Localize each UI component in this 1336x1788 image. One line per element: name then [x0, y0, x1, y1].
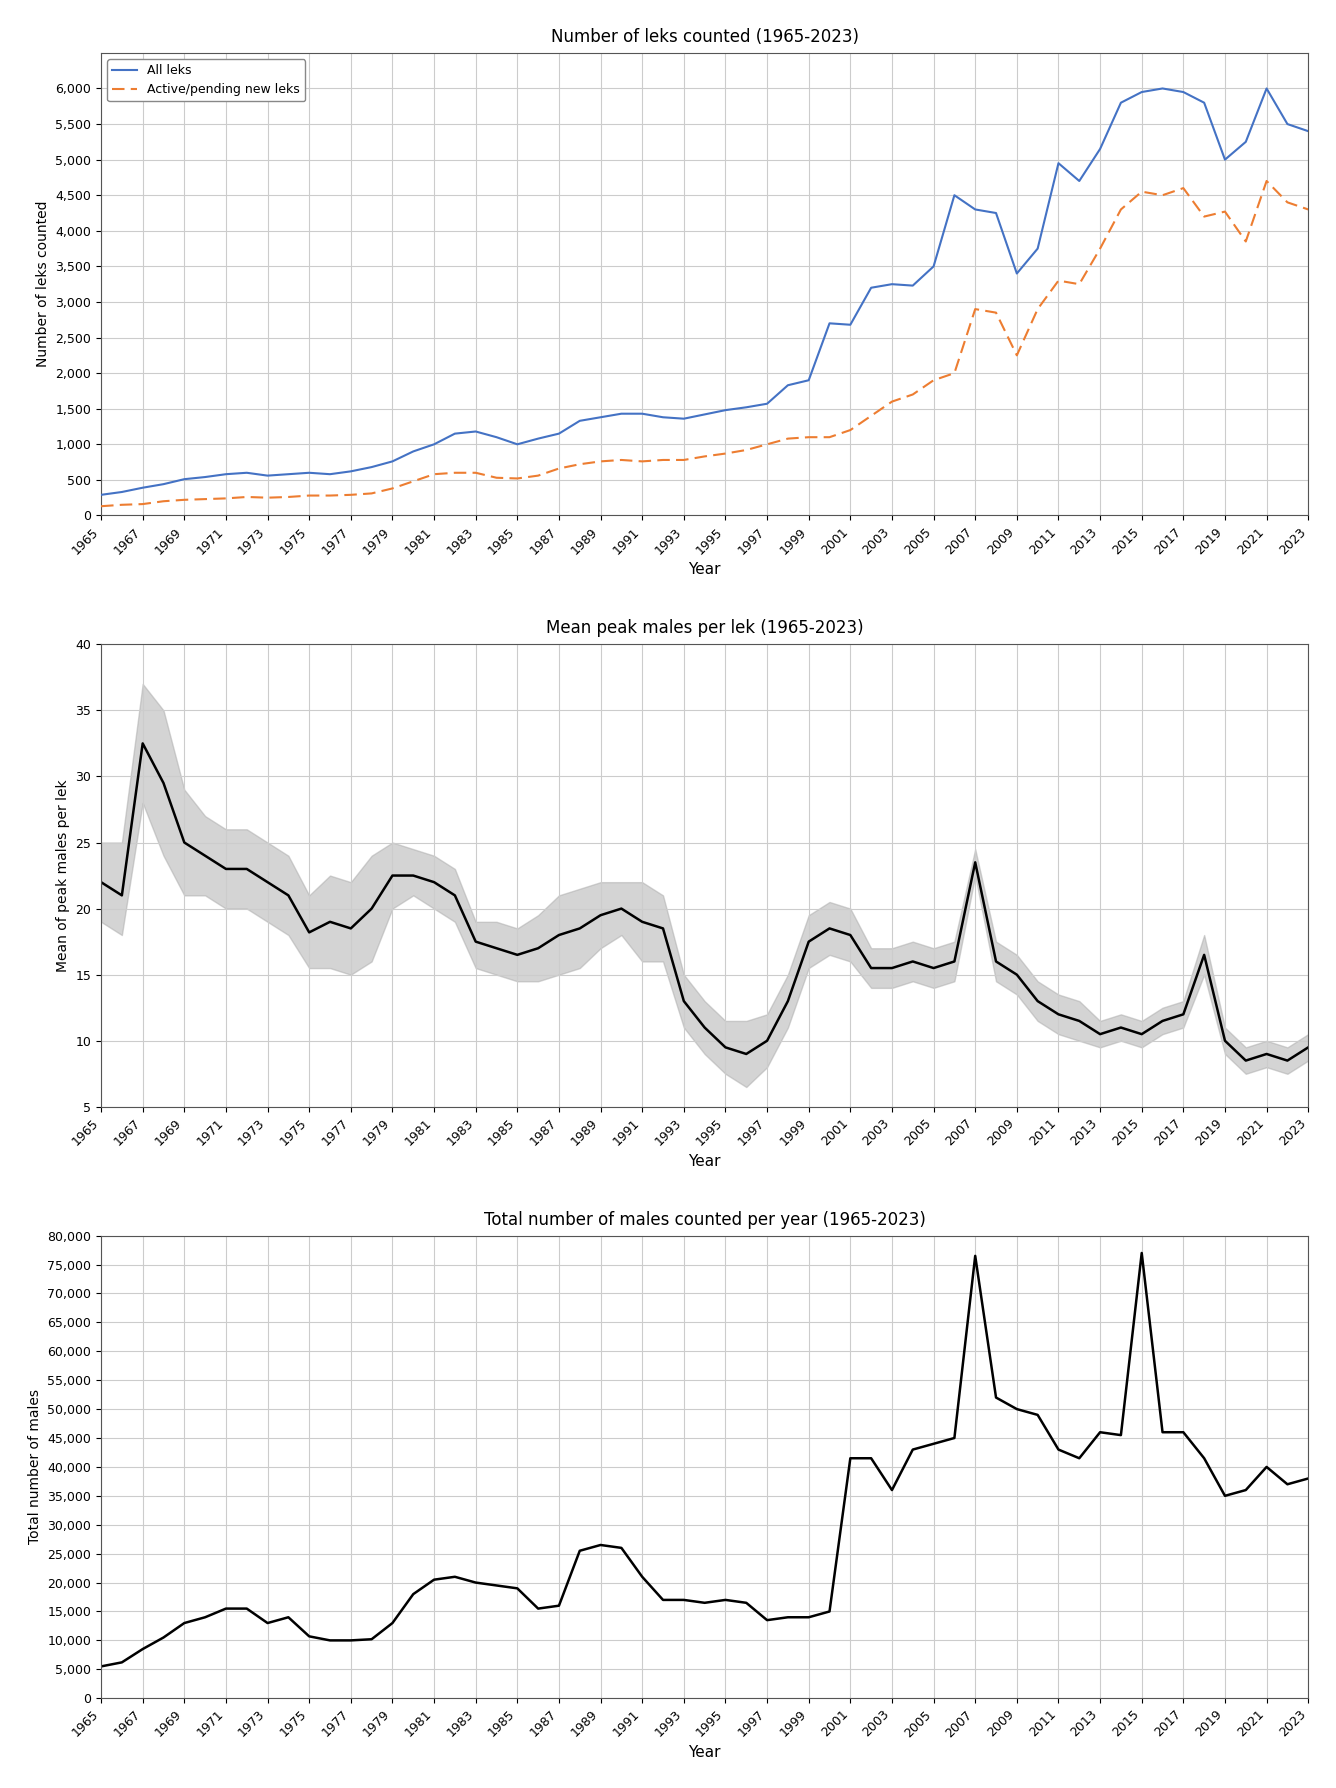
- All leks: [135, 477, 151, 499]
- Legend: All leks, Active/pending new leks: All leks, Active/pending new leks: [107, 59, 305, 102]
- Y-axis label: Total number of males: Total number of males: [28, 1389, 41, 1545]
- X-axis label: Year: Year: [688, 1153, 721, 1169]
- All leks: [1154, 77, 1170, 98]
- Y-axis label: Number of leks counted: Number of leks counted: [36, 200, 49, 367]
- All leks: [967, 198, 983, 220]
- Y-axis label: Mean of peak males per lek: Mean of peak males per lek: [56, 780, 69, 973]
- Active/pending new leks: [94, 495, 110, 517]
- X-axis label: Year: Year: [688, 563, 721, 578]
- Active/pending new leks: [1259, 170, 1275, 191]
- Title: Mean peak males per lek (1965-2023): Mean peak males per lek (1965-2023): [546, 619, 863, 637]
- Active/pending new leks: [218, 488, 234, 510]
- All leks: [218, 463, 234, 485]
- Active/pending new leks: [405, 470, 421, 492]
- Active/pending new leks: [717, 443, 733, 465]
- Active/pending new leks: [281, 486, 297, 508]
- All leks: [1300, 120, 1316, 141]
- All leks: [94, 485, 110, 506]
- Line: All leks: All leks: [102, 88, 1308, 495]
- Line: Active/pending new leks: Active/pending new leks: [102, 181, 1308, 506]
- Active/pending new leks: [135, 493, 151, 515]
- All leks: [281, 463, 297, 485]
- Title: Total number of males counted per year (1965-2023): Total number of males counted per year (…: [484, 1210, 926, 1228]
- Title: Number of leks counted (1965-2023): Number of leks counted (1965-2023): [550, 29, 859, 46]
- X-axis label: Year: Year: [688, 1745, 721, 1759]
- All leks: [717, 399, 733, 420]
- Active/pending new leks: [967, 299, 983, 320]
- Active/pending new leks: [1300, 198, 1316, 220]
- All leks: [405, 440, 421, 461]
